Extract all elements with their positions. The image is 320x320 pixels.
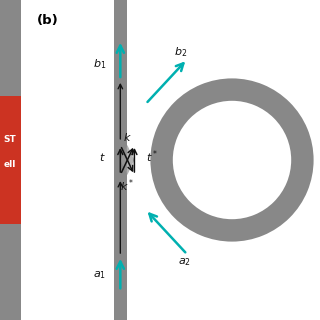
- Polygon shape: [120, 145, 134, 160]
- Bar: [114, 0, 127, 320]
- Text: $b_2$: $b_2$: [174, 45, 188, 59]
- Polygon shape: [120, 160, 134, 175]
- Text: $b_1$: $b_1$: [92, 57, 106, 71]
- Text: $k$: $k$: [123, 131, 132, 143]
- Text: ST: ST: [4, 135, 17, 144]
- Text: $k^*$: $k^*$: [120, 177, 134, 194]
- Text: $a_2$: $a_2$: [178, 256, 190, 268]
- Text: $t$: $t$: [100, 151, 106, 163]
- Text: ell: ell: [4, 160, 16, 169]
- Bar: [0, 96, 21, 224]
- Text: $t^*$: $t^*$: [146, 148, 158, 165]
- Text: (b): (b): [37, 14, 59, 27]
- Bar: [0, 0, 21, 320]
- Text: $a_1$: $a_1$: [93, 269, 106, 281]
